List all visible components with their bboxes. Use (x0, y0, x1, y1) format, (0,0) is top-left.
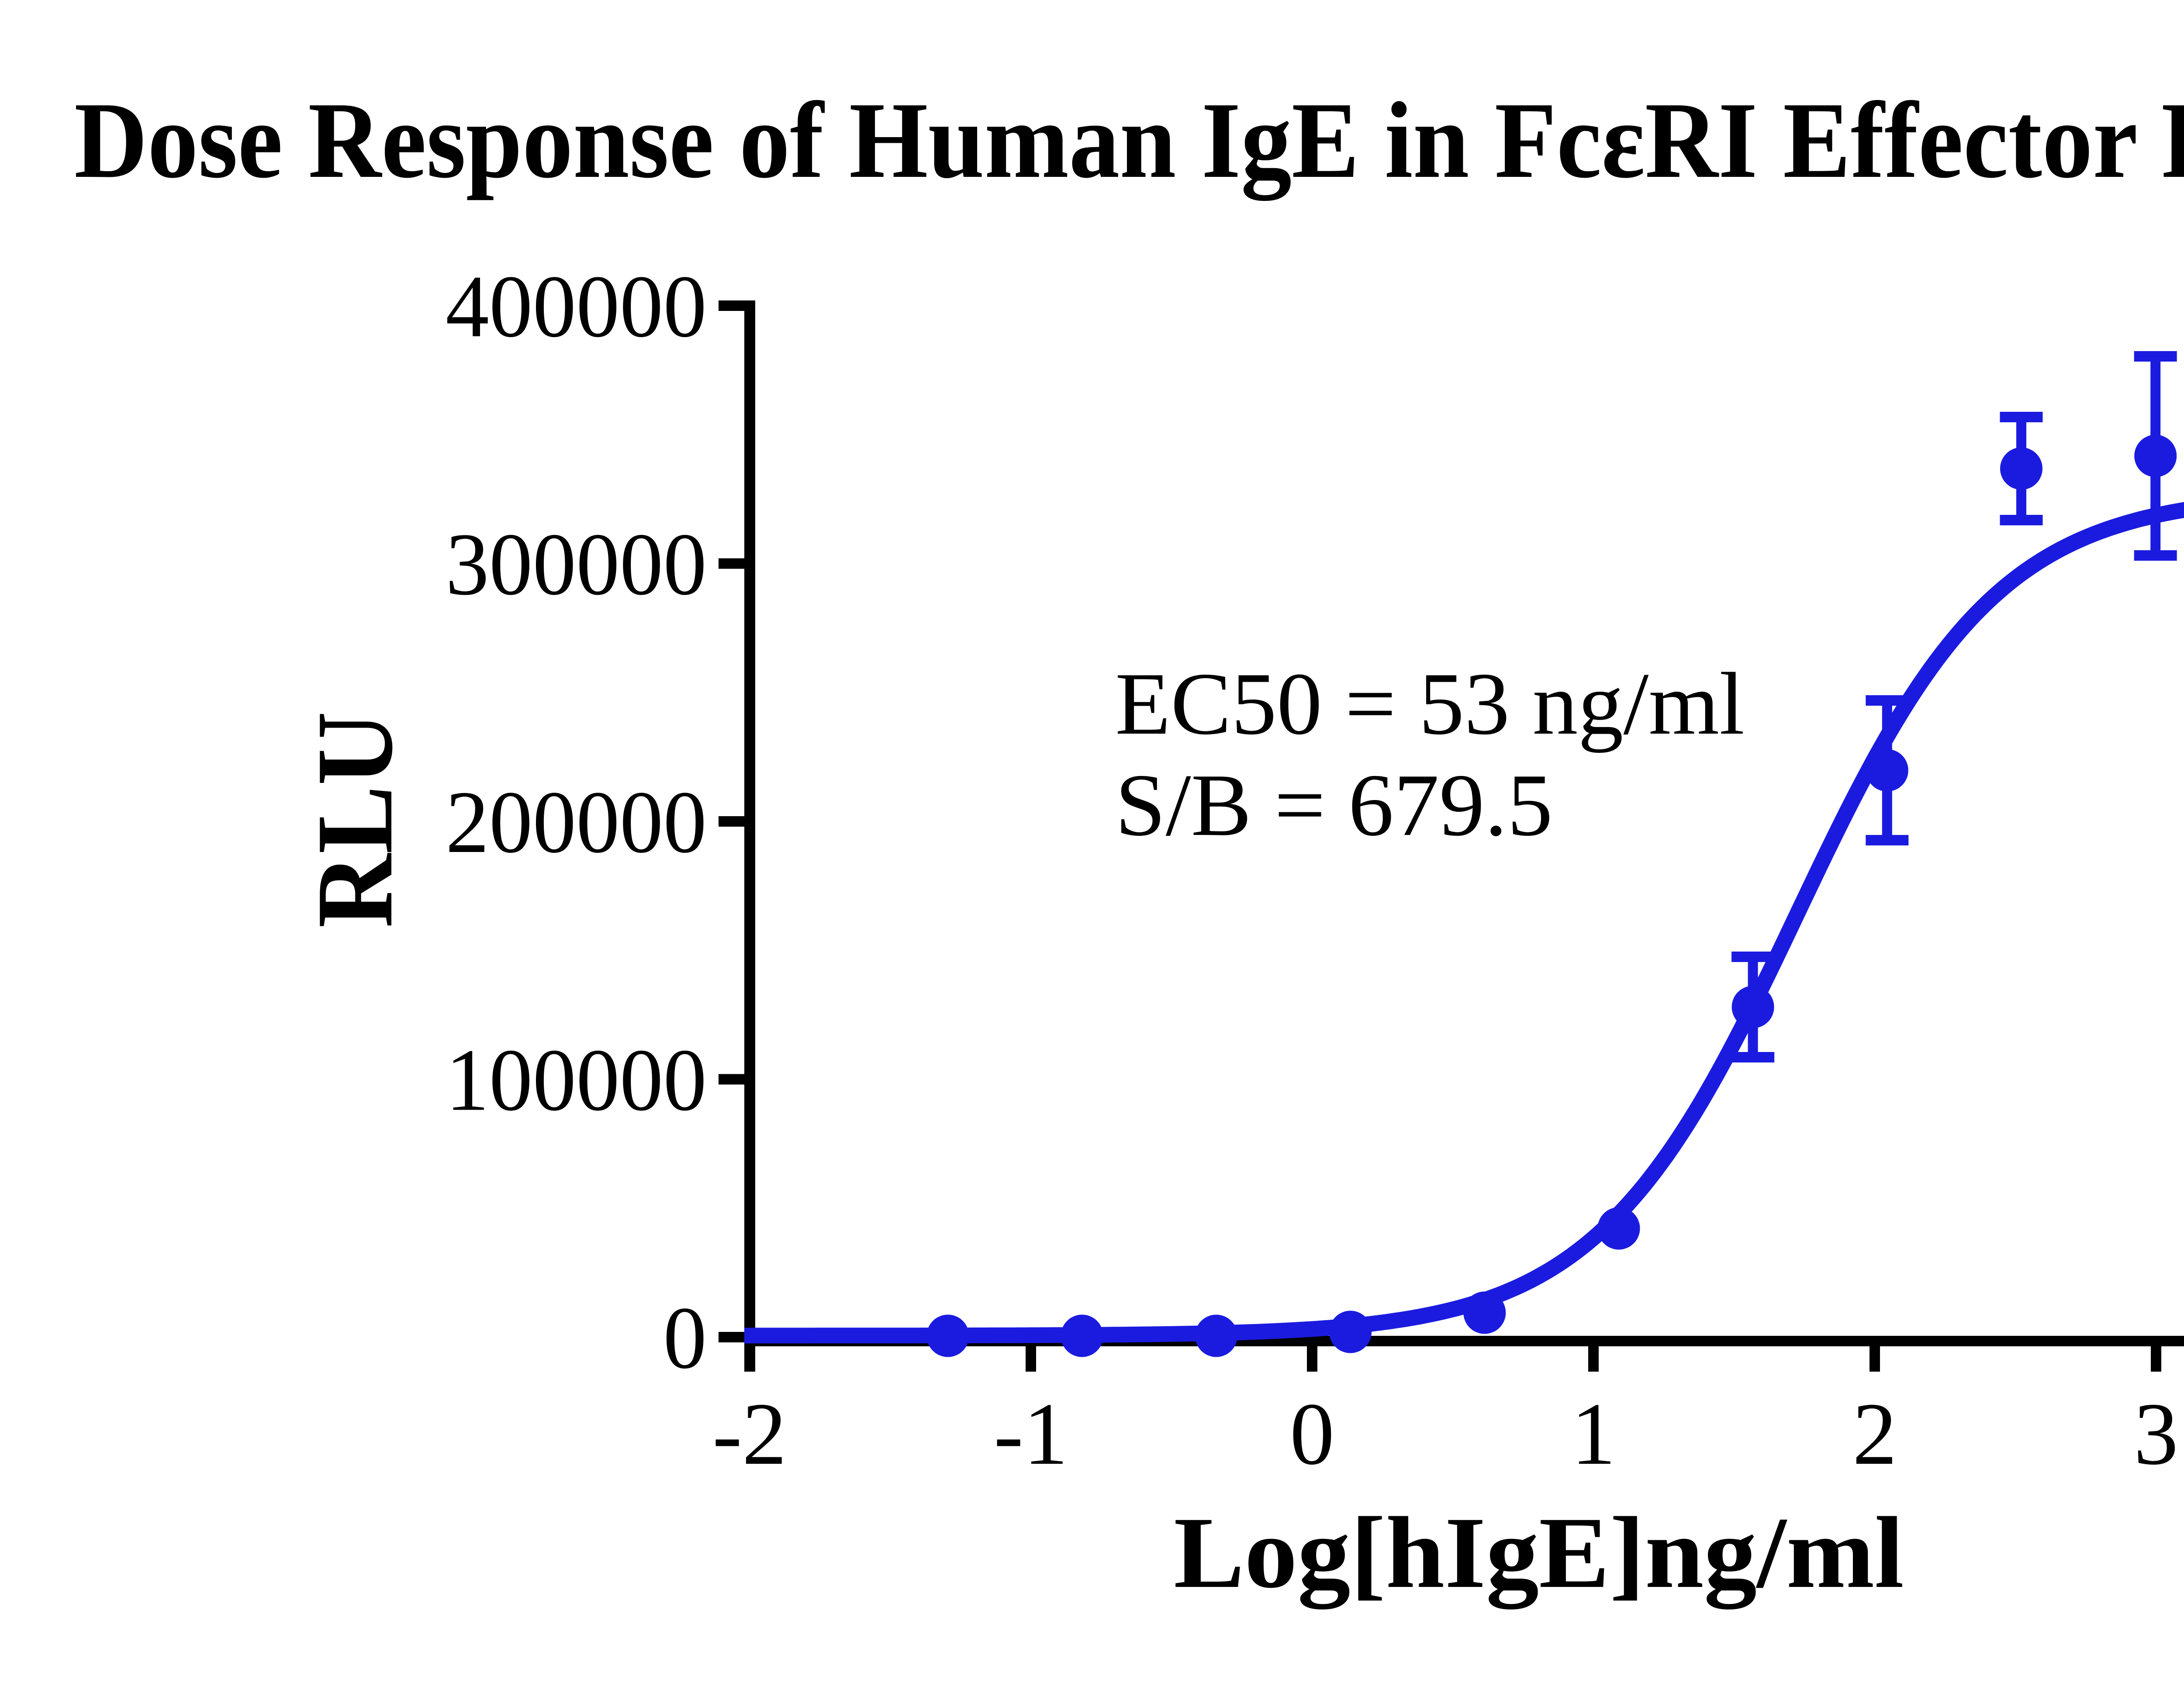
svg-text:EC50 = 53 ng/ml: EC50 = 53 ng/ml (1115, 654, 1745, 753)
svg-text:2: 2 (1852, 1385, 1897, 1483)
svg-text:100000: 100000 (446, 1030, 707, 1129)
svg-text:400000: 400000 (446, 257, 707, 356)
svg-text:0: 0 (1290, 1385, 1334, 1483)
svg-text:200000: 200000 (446, 773, 707, 872)
svg-text:RLU: RLU (294, 711, 415, 928)
svg-text:3: 3 (2134, 1385, 2178, 1483)
svg-text:300000: 300000 (446, 514, 707, 614)
svg-text:S/B = 679.5: S/B = 679.5 (1115, 755, 1553, 855)
svg-text:-2: -2 (712, 1385, 787, 1483)
svg-text:-1: -1 (994, 1385, 1068, 1483)
svg-text:Dose Response of Human IgE in: Dose Response of Human IgE in FcεRI Effe… (74, 80, 2184, 201)
svg-text:0: 0 (663, 1288, 707, 1387)
svg-text:1: 1 (1571, 1385, 1616, 1483)
svg-text:Log[hIgE]ng/ml: Log[hIgE]ng/ml (1174, 1496, 1904, 1609)
